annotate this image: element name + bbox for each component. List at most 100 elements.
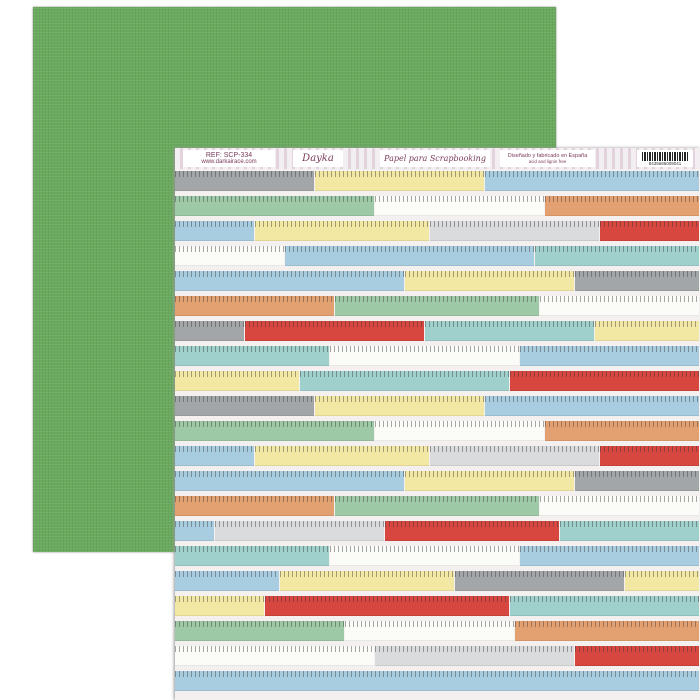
ruler-strip	[375, 646, 574, 666]
ruler-row	[175, 494, 700, 519]
ruler-strip	[405, 271, 574, 291]
ruler-strip	[175, 296, 334, 316]
ruler-strip	[315, 396, 484, 416]
website: www.darkairace.com	[201, 159, 257, 165]
ruler-strip	[215, 521, 384, 541]
barcode: 8435686009041	[637, 150, 693, 167]
ruler-row	[175, 519, 700, 544]
ruler-strip	[175, 371, 299, 391]
ref-code: REF: SCP-334	[205, 152, 253, 159]
ruler-strip	[285, 246, 534, 266]
ruler-strip	[175, 346, 329, 366]
ruler-strip	[175, 646, 374, 666]
ruler-strip	[265, 596, 509, 616]
ruler-row	[175, 219, 700, 244]
ruler-row	[175, 294, 700, 319]
ruler-row	[175, 269, 700, 294]
ruler-row	[175, 569, 700, 594]
ruler-strip	[345, 621, 514, 641]
ruler-strip	[425, 321, 594, 341]
barcode-bars-icon	[642, 151, 688, 161]
ruler-strip	[175, 446, 254, 466]
ruler-strip	[175, 546, 329, 566]
ruler-strip	[175, 271, 404, 291]
ruler-row	[175, 469, 700, 494]
ruler-strip	[175, 396, 314, 416]
ruler-strip	[520, 346, 699, 366]
ruler-row	[175, 169, 700, 194]
brand-logo-text: Dayka	[302, 153, 334, 164]
ruler-strip	[300, 371, 509, 391]
ruler-strip	[335, 496, 539, 516]
ruler-row	[175, 244, 700, 269]
ruler-row	[175, 544, 700, 569]
ruler-strip	[515, 621, 699, 641]
ruler-row	[175, 394, 700, 419]
ruler-row	[175, 669, 700, 694]
brand-logo: Dayka	[293, 150, 343, 167]
ruler-strip	[175, 171, 314, 191]
made-in-text: Diseñado y fabricado en España	[507, 153, 588, 159]
ruler-strip	[600, 446, 699, 466]
ruler-strip	[510, 371, 699, 391]
ruler-strip	[330, 346, 519, 366]
ruler-row	[175, 594, 700, 619]
ruler-rows	[175, 169, 700, 694]
origin-block: Diseñado y fabricado en España acid and …	[500, 150, 595, 167]
ruler-strip	[175, 671, 699, 691]
ruler-strip	[330, 546, 519, 566]
ruler-strip	[545, 196, 699, 216]
ruler-strip	[245, 321, 424, 341]
ruler-strip	[175, 596, 264, 616]
ruler-row	[175, 369, 700, 394]
ref-block: REF: SCP-334 www.darkairace.com	[183, 150, 275, 167]
ruler-strip	[175, 321, 244, 341]
ruler-strip	[540, 296, 699, 316]
barcode-number: 8435686009041	[648, 160, 682, 166]
ruler-strip	[430, 221, 599, 241]
paper-header-strip: REF: SCP-334 www.darkairace.com Dayka Pa…	[175, 148, 700, 169]
ruler-strip	[540, 496, 699, 516]
ruler-strip	[575, 471, 699, 491]
ruler-strip	[595, 321, 699, 341]
ruler-strip	[485, 171, 699, 191]
ruler-strip	[485, 396, 699, 416]
ruler-strip	[175, 196, 374, 216]
title-block: Papel para Scrapbooking	[380, 150, 490, 167]
ruler-row	[175, 344, 700, 369]
ruler-strip	[175, 471, 404, 491]
ruler-strip	[175, 571, 279, 591]
acid-free-text: acid and lignin free	[528, 159, 567, 164]
ruler-strip	[175, 521, 214, 541]
ruler-strip	[510, 596, 699, 616]
ruler-row	[175, 319, 700, 344]
ruler-pattern-paper: REF: SCP-334 www.darkairace.com Dayka Pa…	[175, 148, 700, 700]
ruler-strip	[405, 471, 574, 491]
ruler-row	[175, 619, 700, 644]
ruler-strip	[175, 496, 334, 516]
ruler-strip	[175, 246, 284, 266]
ruler-row	[175, 644, 700, 669]
ruler-strip	[430, 446, 599, 466]
ruler-strip	[385, 521, 559, 541]
ruler-strip	[625, 571, 699, 591]
ruler-strip	[255, 446, 429, 466]
ruler-strip	[175, 221, 254, 241]
ruler-strip	[175, 621, 344, 641]
ruler-strip	[315, 171, 484, 191]
ruler-strip	[545, 421, 699, 441]
ruler-row	[175, 419, 700, 444]
ruler-strip	[600, 221, 699, 241]
ruler-row	[175, 444, 700, 469]
ruler-strip	[375, 421, 544, 441]
ruler-strip	[335, 296, 539, 316]
ruler-row	[175, 194, 700, 219]
ruler-strip	[255, 221, 429, 241]
ruler-strip	[375, 196, 544, 216]
ruler-strip	[575, 271, 699, 291]
ruler-strip	[575, 646, 699, 666]
ruler-strip	[560, 521, 699, 541]
ruler-strip	[535, 246, 699, 266]
ruler-strip	[520, 546, 699, 566]
ruler-strip	[455, 571, 624, 591]
